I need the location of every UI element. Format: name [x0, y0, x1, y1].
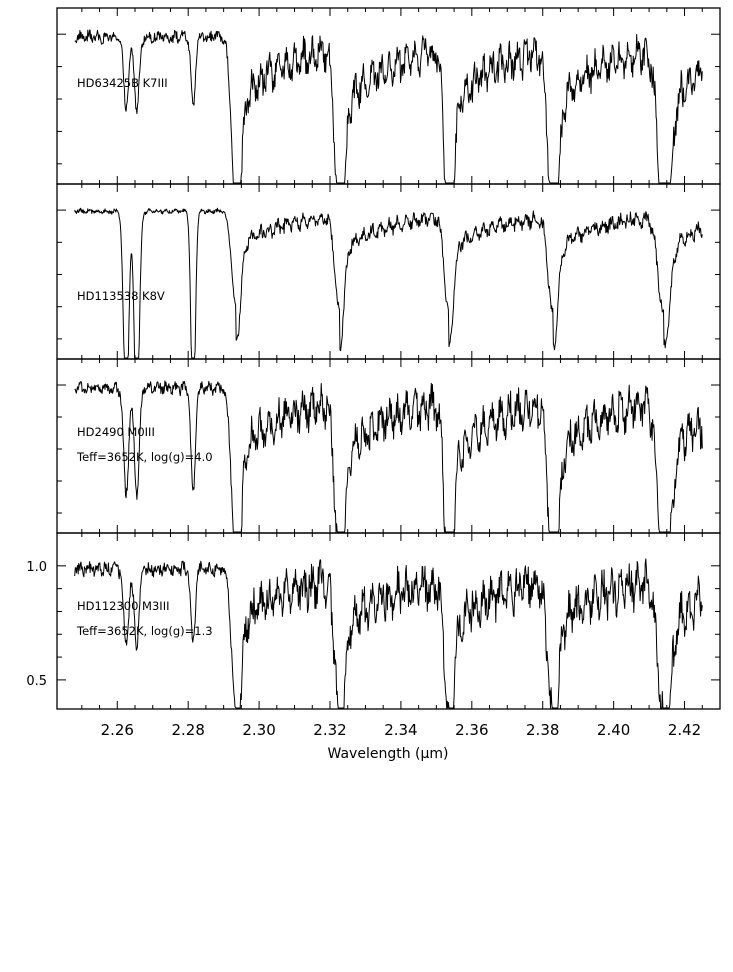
spectrum-line — [74, 558, 703, 709]
spectrum-panel: HD63425B K7III — [56, 7, 721, 185]
panel-frame — [56, 7, 721, 185]
panel-label: HD112300 M3III — [77, 599, 169, 613]
panel-label: HD113538 K8V — [77, 289, 165, 303]
panel-label: Teff=3652K, log(g)=1.3 — [76, 624, 213, 638]
spectrum-line — [74, 380, 703, 533]
panels-layer: HD63425B K7III HD113538 K8V HD2490 M0III Te… — [26, 7, 721, 710]
spectrum-panel: HD2490 M0III Teff=3652K, log(g)=4.0 — [56, 358, 721, 534]
x-tick-label: 2.38 — [526, 721, 559, 739]
spectrum-line — [74, 207, 703, 359]
panel-label: HD63425B K7III — [77, 76, 168, 90]
panel-frame — [56, 532, 721, 710]
x-tick-label: 2.30 — [242, 721, 275, 739]
x-tick-label: 2.42 — [668, 721, 701, 739]
panel-label: HD2490 M0III — [77, 425, 155, 439]
x-axis: 2.26 2.28 2.30 2.32 2.34 2.36 2.38 2.40 2.42 — [101, 721, 702, 739]
x-tick-label: 2.28 — [171, 721, 204, 739]
y-tick-label: 1.0 — [26, 560, 47, 575]
spectrum-panel: HD113538 K8V — [56, 183, 721, 360]
x-tick-label: 2.32 — [313, 721, 346, 739]
x-tick-label: 2.40 — [597, 721, 630, 739]
panel-label: Teff=3652K, log(g)=4.0 — [76, 450, 213, 464]
x-axis-label: Wavelength (μm) — [328, 746, 449, 762]
spectrum-line — [74, 29, 703, 184]
x-tick-label: 2.36 — [455, 721, 488, 739]
x-tick-label: 2.26 — [101, 721, 134, 739]
x-tick-label: 2.34 — [384, 721, 417, 739]
y-tick-label: 0.5 — [26, 674, 47, 689]
spectrum-panel: HD112300 M3III Teff=3652K, log(g)=1.3 1.0 0… — [26, 532, 721, 710]
